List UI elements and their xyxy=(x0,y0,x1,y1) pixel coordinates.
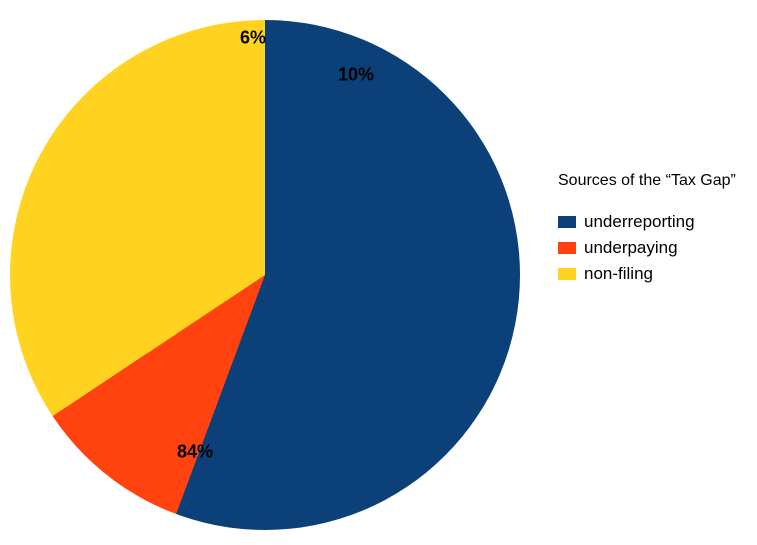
legend-label-non-filing: non-filing xyxy=(584,264,653,284)
legend-item-non-filing: non-filing xyxy=(558,264,736,284)
legend-swatch-non-filing xyxy=(558,268,576,280)
legend-swatch-underreporting xyxy=(558,216,576,228)
pie-chart xyxy=(10,20,520,530)
pie-chart-container xyxy=(10,20,520,530)
legend-item-underreporting: underreporting xyxy=(558,212,736,232)
slice-label-underpaying: 10% xyxy=(338,65,374,86)
legend-item-underpaying: underpaying xyxy=(558,238,736,258)
slice-label-non-filing: 6% xyxy=(240,28,266,49)
legend-title: Sources of the “Tax Gap” xyxy=(558,172,736,190)
legend-items: underreporting underpaying non-filing xyxy=(558,212,736,284)
legend-label-underreporting: underreporting xyxy=(584,212,695,232)
chart-canvas: 84% 10% 6% Sources of the “Tax Gap” underr… xyxy=(0,0,757,545)
legend-swatch-underpaying xyxy=(558,242,576,254)
legend-label-underpaying: underpaying xyxy=(584,238,678,258)
legend: Sources of the “Tax Gap” underreportingu… xyxy=(558,172,736,284)
slice-label-underreporting: 84% xyxy=(177,442,213,463)
